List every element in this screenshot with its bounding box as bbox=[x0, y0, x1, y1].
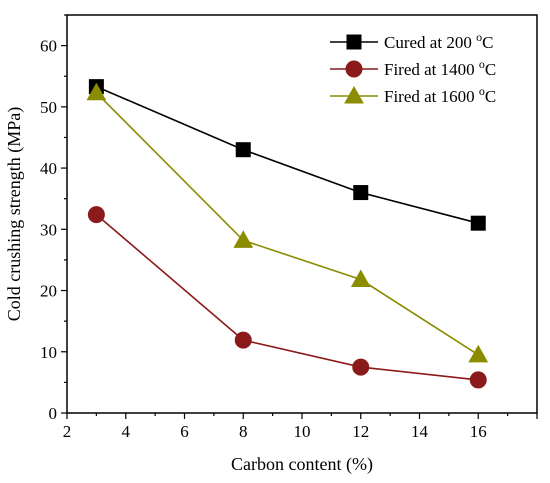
legend-entry: Fired at 1400 oC bbox=[330, 57, 496, 79]
data-point bbox=[469, 371, 487, 389]
y-tick-label: 30 bbox=[40, 220, 57, 239]
y-axis-title: Cold crushing strength (MPa) bbox=[4, 107, 25, 321]
legend-label: Cured at 200 oC bbox=[384, 30, 493, 52]
x-tick-label: 6 bbox=[180, 422, 189, 441]
series-line bbox=[95, 92, 479, 356]
series-circle bbox=[87, 206, 487, 389]
x-tick-label: 8 bbox=[239, 422, 248, 441]
legend-entry: Fired at 1600 oC bbox=[330, 84, 496, 106]
legend-marker bbox=[344, 85, 364, 104]
data-point bbox=[234, 331, 252, 349]
data-point bbox=[350, 269, 371, 288]
legend-marker bbox=[345, 60, 363, 78]
y-tick-label: 40 bbox=[40, 159, 57, 178]
x-tick-label: 14 bbox=[411, 422, 429, 441]
y-tick-label: 20 bbox=[40, 282, 57, 301]
series-line bbox=[95, 214, 479, 381]
y-tick-label: 50 bbox=[40, 98, 57, 117]
data-point bbox=[353, 185, 369, 201]
y-tick-label: 60 bbox=[40, 37, 57, 56]
data-point bbox=[87, 206, 105, 224]
x-tick-label: 12 bbox=[352, 422, 369, 441]
data-point bbox=[233, 230, 254, 248]
data-point bbox=[352, 358, 370, 376]
legend-label: Fired at 1600 oC bbox=[384, 84, 496, 106]
x-tick-label: 2 bbox=[63, 422, 72, 441]
x-tick-label: 16 bbox=[470, 422, 487, 441]
series-line bbox=[96, 85, 479, 224]
x-tick-label: 10 bbox=[294, 422, 311, 441]
data-point bbox=[86, 82, 107, 101]
x-tick-label: 4 bbox=[122, 422, 131, 441]
data-point bbox=[470, 215, 486, 231]
y-tick-label: 0 bbox=[49, 404, 58, 423]
legend-entry: Cured at 200 oC bbox=[330, 30, 493, 52]
data-point bbox=[468, 344, 489, 363]
data-point bbox=[235, 142, 251, 158]
series-triangle bbox=[86, 82, 489, 363]
legend-marker bbox=[346, 34, 362, 50]
legend-label: Fired at 1400 oC bbox=[384, 57, 496, 79]
y-tick-label: 10 bbox=[40, 343, 57, 362]
x-axis-title: Carbon content (%) bbox=[231, 454, 373, 475]
